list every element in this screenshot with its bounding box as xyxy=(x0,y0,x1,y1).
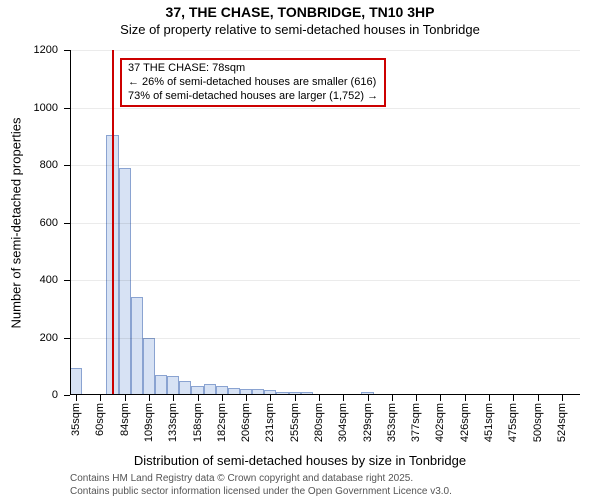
histogram-bar xyxy=(143,338,155,396)
annotation-line-2: ← 26% of semi-detached houses are smalle… xyxy=(128,76,378,90)
x-tick-mark xyxy=(149,395,150,401)
x-tick-label: 329sqm xyxy=(362,403,374,442)
gridline xyxy=(70,223,580,224)
histogram-bar xyxy=(167,376,179,395)
histogram-bar xyxy=(179,381,191,395)
chart-container: 37, THE CHASE, TONBRIDGE, TN10 3HP Size … xyxy=(0,0,600,500)
gridline xyxy=(70,338,580,339)
x-tick-label: 84sqm xyxy=(119,403,131,436)
x-tick-label: 60sqm xyxy=(94,403,106,436)
x-tick-mark xyxy=(222,395,223,401)
x-tick-mark xyxy=(100,395,101,401)
x-tick-label: 451sqm xyxy=(483,403,495,442)
y-tick-mark xyxy=(64,108,70,109)
x-tick-mark xyxy=(392,395,393,401)
x-tick-label: 377sqm xyxy=(410,403,422,442)
x-tick-mark xyxy=(295,395,296,401)
y-tick-label: 1200 xyxy=(0,44,58,56)
x-tick-mark xyxy=(198,395,199,401)
annotation-box: 37 THE CHASE: 78sqm ← 26% of semi-detach… xyxy=(120,58,386,107)
histogram-bar xyxy=(155,375,167,395)
x-tick-label: 426sqm xyxy=(459,403,471,442)
x-tick-mark xyxy=(173,395,174,401)
x-tick-mark xyxy=(246,395,247,401)
x-tick-mark xyxy=(538,395,539,401)
y-tick-mark xyxy=(64,338,70,339)
y-tick-label: 200 xyxy=(0,332,58,344)
x-tick-label: 280sqm xyxy=(313,403,325,442)
x-tick-label: 35sqm xyxy=(70,403,82,436)
x-tick-label: 475sqm xyxy=(507,403,519,442)
x-tick-mark xyxy=(440,395,441,401)
chart-title: 37, THE CHASE, TONBRIDGE, TN10 3HP xyxy=(0,4,600,20)
y-tick-label: 0 xyxy=(0,389,58,401)
x-tick-mark xyxy=(319,395,320,401)
x-tick-label: 206sqm xyxy=(240,403,252,442)
x-tick-mark xyxy=(489,395,490,401)
x-tick-mark xyxy=(562,395,563,401)
x-tick-mark xyxy=(343,395,344,401)
y-tick-label: 1000 xyxy=(0,102,58,114)
x-tick-label: 133sqm xyxy=(167,403,179,442)
y-tick-mark xyxy=(64,50,70,51)
y-tick-mark xyxy=(64,165,70,166)
y-tick-mark xyxy=(64,395,70,396)
gridline xyxy=(70,165,580,166)
gridline xyxy=(70,50,580,51)
attribution-line-2: Contains public sector information licen… xyxy=(70,486,452,497)
y-axis-line xyxy=(70,50,71,395)
attribution-line-1: Contains HM Land Registry data © Crown c… xyxy=(70,473,413,484)
histogram-bar xyxy=(131,297,143,395)
x-tick-mark xyxy=(513,395,514,401)
chart-subtitle: Size of property relative to semi-detach… xyxy=(0,22,600,37)
y-tick-mark xyxy=(64,280,70,281)
x-tick-mark xyxy=(416,395,417,401)
x-tick-label: 158sqm xyxy=(192,403,204,442)
annotation-line-1: 37 THE CHASE: 78sqm xyxy=(128,62,378,76)
x-tick-mark xyxy=(125,395,126,401)
histogram-bar xyxy=(70,368,82,395)
x-tick-label: 304sqm xyxy=(337,403,349,442)
y-axis-label: Number of semi-detached properties xyxy=(9,117,24,328)
x-tick-label: 524sqm xyxy=(556,403,568,442)
x-tick-label: 402sqm xyxy=(434,403,446,442)
x-tick-mark xyxy=(270,395,271,401)
gridline xyxy=(70,108,580,109)
property-marker-line xyxy=(112,50,114,395)
x-tick-label: 255sqm xyxy=(289,403,301,442)
annotation-line-3: 73% of semi-detached houses are larger (… xyxy=(128,90,378,104)
histogram-bar xyxy=(119,168,131,395)
y-tick-mark xyxy=(64,223,70,224)
x-tick-label: 109sqm xyxy=(143,403,155,442)
x-tick-mark xyxy=(76,395,77,401)
x-tick-mark xyxy=(368,395,369,401)
x-tick-label: 231sqm xyxy=(264,403,276,442)
x-tick-label: 182sqm xyxy=(216,403,228,442)
gridline xyxy=(70,280,580,281)
x-axis-line xyxy=(70,394,580,395)
x-tick-label: 353sqm xyxy=(386,403,398,442)
x-tick-mark xyxy=(465,395,466,401)
x-tick-label: 500sqm xyxy=(532,403,544,442)
x-axis-label: Distribution of semi-detached houses by … xyxy=(0,453,600,468)
